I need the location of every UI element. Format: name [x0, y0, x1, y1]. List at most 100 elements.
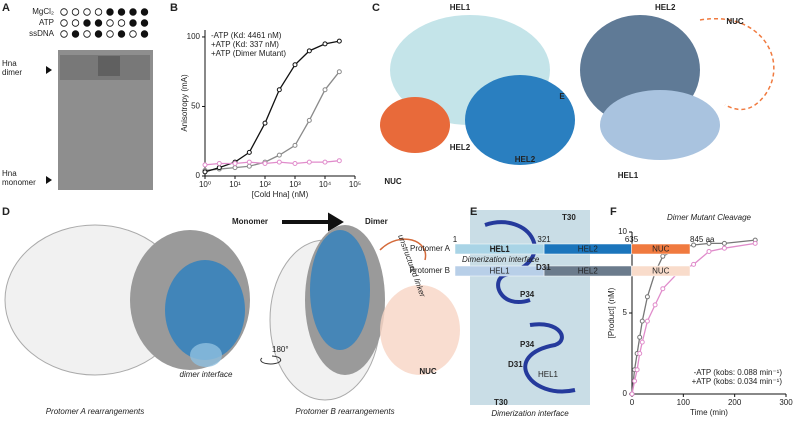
x-tick-label: 10³ [289, 180, 301, 189]
rotation-arrow [260, 355, 282, 365]
condition-state [94, 19, 103, 27]
data-point [639, 318, 645, 324]
residue-label: P34 [520, 340, 535, 349]
structure [310, 230, 370, 350]
condition-state [106, 8, 114, 16]
nuc-shadow [380, 285, 460, 375]
condition-state [140, 8, 149, 16]
data-point [637, 351, 643, 356]
condition-state [140, 30, 149, 38]
data-point [336, 69, 342, 75]
data-point [644, 294, 650, 300]
domain-segment [631, 265, 691, 277]
data-point [706, 248, 712, 254]
y-tick-label: 50 [191, 102, 200, 111]
annotation: 180° [272, 345, 289, 354]
condition-state [83, 8, 91, 16]
data-point [292, 62, 298, 68]
data-point [629, 391, 635, 397]
data-point [322, 159, 328, 165]
x-tick-label: 10¹ [229, 180, 241, 189]
panel-letter: D [2, 206, 10, 218]
panel-letter: B [170, 2, 178, 14]
data-point [721, 240, 727, 246]
data-point [276, 87, 282, 93]
gel-label: Hna [2, 169, 17, 178]
protomer-label: Protomer A [410, 244, 451, 253]
domain-name: HEL1 [490, 267, 511, 276]
domain-label: HEL1 [450, 3, 471, 12]
x-tick-label: 10⁰ [199, 180, 211, 189]
boundary-label: 321 [537, 235, 551, 244]
gel-band [98, 56, 120, 76]
condition-state [94, 30, 103, 38]
condition-state [117, 19, 126, 27]
panel-letter: F [610, 206, 617, 218]
data-point [336, 158, 342, 164]
annotation: NUC [419, 367, 437, 376]
data-point [632, 378, 638, 384]
data-point [202, 169, 208, 175]
condition-state [71, 8, 80, 16]
condition-state [129, 30, 137, 38]
data-point [306, 48, 312, 54]
domain-segment [631, 243, 691, 255]
domain-name: HEL1 [490, 245, 511, 254]
data-point [660, 253, 666, 259]
data-point [276, 152, 282, 158]
data-point [336, 38, 342, 44]
domain-label: NUC [384, 177, 402, 186]
residue-label: D31 [508, 360, 523, 369]
data-point [216, 165, 222, 171]
condition-label: ATP [39, 18, 54, 27]
interface-label: Dimerization interface [462, 255, 540, 264]
gel-label: dimer [2, 68, 22, 77]
y-tick-label: 10 [618, 227, 627, 236]
interface-highlight [190, 343, 222, 367]
domain-label: HEL2 [450, 143, 471, 152]
structure [165, 260, 245, 360]
domain-name: NUC [652, 245, 670, 254]
data-point [232, 165, 238, 171]
caption: Protomer B rearrangements [295, 407, 394, 416]
data-point [752, 240, 758, 246]
data-point [292, 142, 298, 148]
caption: Protomer A rearrangements [46, 407, 145, 416]
data-point [660, 286, 666, 292]
domain-name: HEL2 [578, 267, 599, 276]
gel-label: monomer [2, 178, 36, 187]
panel-letter: E [470, 206, 477, 218]
series-line [204, 71, 340, 172]
data-point [691, 261, 697, 267]
gel-label: Hna [2, 59, 17, 68]
condition-state [83, 30, 91, 38]
data-point [262, 160, 268, 166]
series-line [204, 40, 340, 173]
x-axis-label: [Cold Hna] (nM) [252, 190, 309, 199]
x-tick-label: 10⁵ [349, 180, 361, 189]
residue-label: T30 [494, 398, 508, 407]
interface-view [470, 210, 590, 405]
y-tick-label: 5 [623, 308, 628, 317]
condition-state [140, 19, 149, 27]
title: Dimer [365, 217, 388, 226]
condition-state [60, 30, 68, 38]
condition-state [71, 30, 80, 38]
residue-label: D31 [536, 263, 551, 272]
data-point [706, 240, 712, 246]
legend-entry: -ATP (Kd: 4461 nM) [211, 31, 282, 40]
data-point [246, 163, 252, 169]
y-tick-label: 0 [196, 171, 201, 180]
chart-title: Dimer Mutant Cleavage [667, 213, 752, 222]
series-line [204, 160, 340, 166]
domain-name: NUC [652, 267, 670, 276]
data-point [306, 117, 312, 123]
residue-label: T30 [562, 213, 576, 222]
y-tick-label: 0 [623, 389, 628, 398]
y-tick-label: 100 [187, 32, 201, 41]
caption: Dimerization interface [491, 409, 569, 418]
panel-letter: A [2, 2, 10, 14]
x-tick-label: 10² [259, 180, 271, 189]
data-point [634, 367, 640, 373]
